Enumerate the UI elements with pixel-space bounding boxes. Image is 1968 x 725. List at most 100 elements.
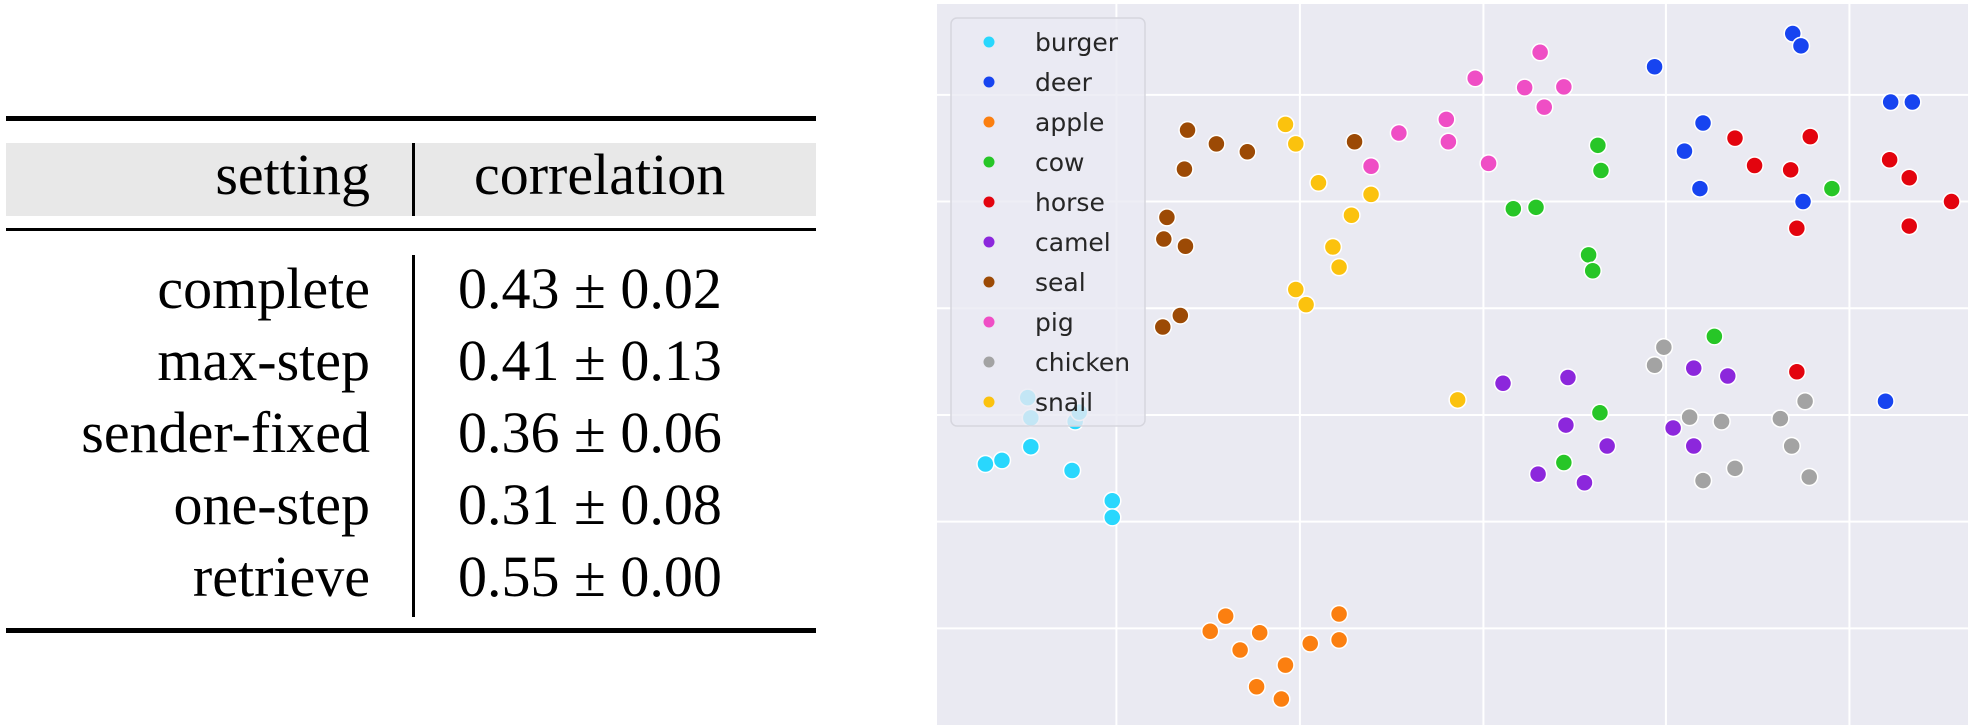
- scatter-point-cow: [1705, 327, 1724, 346]
- tsne-scatter-plot: burger deer apple cow horse camel seal pig chick…: [937, 4, 1968, 725]
- scatter-point-seal: [1176, 237, 1195, 256]
- scatter-point-deer: [1645, 57, 1664, 76]
- scatter-point-camel: [1558, 368, 1578, 387]
- row-correlation: 0.36 ± 0.06: [458, 400, 722, 465]
- scatter-point-pig: [1554, 77, 1574, 97]
- scatter-point-apple: [1272, 689, 1291, 709]
- scatter-point-cow: [1591, 161, 1611, 180]
- scatter-point-chicken: [1795, 392, 1815, 411]
- scatter-point-seal: [1153, 317, 1173, 337]
- scatter-point-cow: [1590, 403, 1610, 423]
- scatter-point-seal: [1171, 306, 1190, 325]
- scatter-point-pig: [1535, 97, 1554, 117]
- legend-label-horse: horse: [1035, 188, 1105, 217]
- table-mid-rule: [6, 228, 816, 231]
- scatter-point-deer: [1690, 179, 1710, 198]
- scatter-point-camel: [1575, 473, 1594, 492]
- scatter-point-horse: [1880, 150, 1899, 169]
- table-body-divider: [412, 255, 415, 617]
- legend-marker-apple: [983, 116, 995, 128]
- row-correlation: 0.55 ± 0.00: [458, 544, 722, 609]
- scatter-point-cow: [1822, 179, 1842, 198]
- scatter-point-apple: [1216, 606, 1235, 626]
- scatter-point-seal: [1238, 142, 1257, 162]
- legend-label-apple: apple: [1035, 108, 1104, 137]
- legend-marker-snail: [983, 396, 995, 408]
- scatter-point-seal: [1154, 229, 1174, 249]
- legend-marker-horse: [983, 196, 995, 208]
- scatter-point-camel: [1597, 436, 1617, 456]
- scatter-point-pig: [1515, 78, 1534, 97]
- scatter-point-horse: [1942, 192, 1961, 211]
- scatter-point-apple: [1230, 640, 1250, 660]
- scatter-point-horse: [1899, 216, 1919, 236]
- results-table: setting correlation complete 0.43 ± 0.02…: [0, 0, 830, 725]
- scatter-point-snail: [1342, 206, 1361, 225]
- legend-marker-camel: [983, 236, 995, 248]
- scatter-point-camel: [1718, 366, 1738, 386]
- scatter-point-snail: [1361, 185, 1381, 204]
- scatter-point-snail: [1329, 257, 1349, 277]
- scatter-point-pig: [1479, 154, 1498, 173]
- scatter-point-apple: [1250, 623, 1269, 642]
- scatter-point-chicken: [1680, 407, 1699, 427]
- scatter-point-camel: [1663, 418, 1683, 438]
- scatter-point-camel: [1556, 415, 1576, 435]
- scatter-point-pig: [1437, 110, 1456, 129]
- scatter-point-snail: [1286, 134, 1306, 154]
- scatter-point-snail: [1276, 115, 1295, 134]
- legend-marker-pig: [983, 316, 995, 328]
- scatter-point-pig: [1465, 69, 1485, 88]
- row-correlation: 0.31 ± 0.08: [458, 472, 722, 537]
- row-setting: complete: [157, 256, 370, 321]
- legend-marker-cow: [983, 156, 995, 168]
- row-setting: one-step: [173, 472, 371, 537]
- scatter-point-deer: [1693, 113, 1713, 133]
- scatter-point-pig: [1361, 156, 1381, 176]
- legend: burger deer apple cow horse camel seal pig chick…: [950, 17, 1146, 427]
- scatter-point-cow: [1504, 199, 1523, 219]
- legend-label-burger: burger: [1035, 28, 1119, 57]
- scatter-point-cow: [1583, 261, 1602, 281]
- scatter-point-deer: [1791, 36, 1811, 56]
- scatter-point-apple: [1300, 634, 1320, 653]
- scatter-point-deer: [1903, 92, 1922, 112]
- scatter-point-apple: [1276, 655, 1295, 675]
- scatter-point-chicken: [1782, 436, 1801, 456]
- table-top-rule: [6, 116, 816, 121]
- scatter-point-apple: [1200, 622, 1220, 641]
- scatter-point-camel: [1493, 373, 1513, 393]
- legend-label-snail: snail: [1035, 388, 1093, 417]
- scatter-point-deer: [1881, 92, 1900, 112]
- scatter-point-horse: [1781, 160, 1800, 180]
- scatter-point-burger: [992, 451, 1012, 470]
- scatter-point-pig: [1530, 43, 1550, 62]
- legend-label-chicken: chicken: [1035, 348, 1130, 377]
- scatter-point-cow: [1588, 136, 1608, 155]
- scatter-point-horse: [1801, 127, 1820, 146]
- scatter-point-snail: [1323, 237, 1343, 257]
- scatter-point-chicken: [1771, 409, 1790, 428]
- legend-label-pig: pig: [1035, 308, 1074, 337]
- scatter-point-deer: [1876, 392, 1895, 411]
- scatter-point-chicken: [1725, 459, 1745, 478]
- scatter-point-pig: [1389, 123, 1409, 143]
- table-header-divider: [412, 143, 415, 216]
- legend-label-camel: camel: [1035, 228, 1111, 257]
- scatter-point-burger: [1103, 491, 1122, 511]
- scatter-point-seal: [1345, 132, 1364, 151]
- scatter-point-horse: [1787, 218, 1807, 238]
- row-setting: sender-fixed: [81, 400, 370, 465]
- scatter-point-chicken: [1654, 337, 1674, 357]
- scatter-point-horse: [1899, 168, 1919, 188]
- legend-box: [950, 17, 1146, 427]
- row-setting: max-step: [157, 328, 370, 393]
- table-bottom-rule: [6, 628, 816, 633]
- row-correlation: 0.43 ± 0.02: [458, 256, 722, 321]
- scatter-point-camel: [1684, 436, 1704, 456]
- scatter-point-seal: [1157, 208, 1177, 227]
- scatter-point-camel: [1528, 464, 1548, 484]
- scatter-point-chicken: [1693, 471, 1713, 490]
- legend-marker-seal: [983, 276, 995, 288]
- scatter-point-cow: [1526, 198, 1546, 217]
